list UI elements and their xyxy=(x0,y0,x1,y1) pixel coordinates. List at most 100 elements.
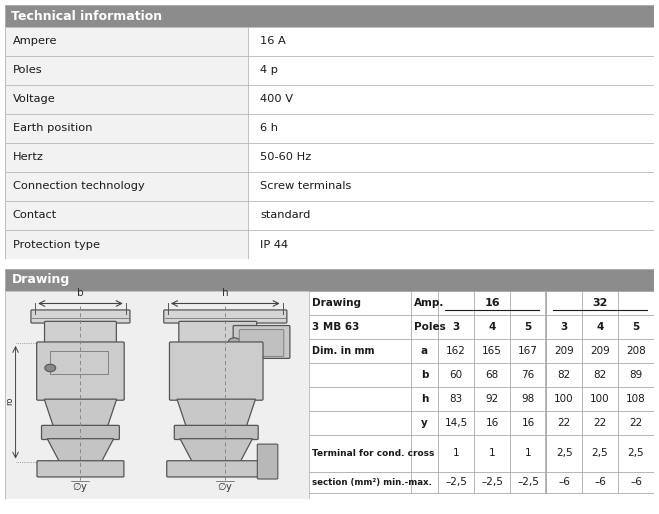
Text: –2,5: –2,5 xyxy=(481,478,503,487)
Text: 400 V: 400 V xyxy=(260,95,293,104)
Text: 82: 82 xyxy=(594,370,607,380)
Text: 162: 162 xyxy=(446,346,466,356)
Text: Terminal for cond. cross: Terminal for cond. cross xyxy=(312,449,434,458)
Text: –6: –6 xyxy=(630,478,642,487)
Text: 89: 89 xyxy=(629,370,643,380)
Polygon shape xyxy=(180,438,252,462)
Text: 50-60 Hz: 50-60 Hz xyxy=(260,153,311,162)
Bar xyxy=(5,143,248,172)
FancyBboxPatch shape xyxy=(37,461,124,477)
Text: 22: 22 xyxy=(594,417,607,428)
Text: h: h xyxy=(222,288,229,298)
Text: standard: standard xyxy=(260,211,310,221)
Text: 100: 100 xyxy=(554,394,574,403)
Text: 209: 209 xyxy=(554,346,574,356)
Text: –6: –6 xyxy=(594,478,606,487)
Text: –2,5: –2,5 xyxy=(517,478,539,487)
FancyBboxPatch shape xyxy=(163,310,287,323)
Bar xyxy=(248,172,654,201)
Text: y: y xyxy=(421,417,428,428)
FancyBboxPatch shape xyxy=(31,310,130,323)
Text: Dim. in mm: Dim. in mm xyxy=(312,346,375,356)
Text: 16 A: 16 A xyxy=(260,36,286,46)
Text: 3 MB 63: 3 MB 63 xyxy=(312,322,360,332)
Bar xyxy=(248,230,654,259)
Text: 1: 1 xyxy=(525,448,531,458)
Text: 60: 60 xyxy=(449,370,463,380)
FancyBboxPatch shape xyxy=(42,426,119,439)
Bar xyxy=(5,114,248,143)
Text: 167: 167 xyxy=(518,346,538,356)
Text: 68: 68 xyxy=(486,370,499,380)
Text: Drawing: Drawing xyxy=(312,298,361,308)
Text: 3: 3 xyxy=(560,322,567,332)
Text: Hertz: Hertz xyxy=(13,153,43,162)
Bar xyxy=(248,56,654,85)
Text: Connection technology: Connection technology xyxy=(13,181,144,192)
Text: IP 44: IP 44 xyxy=(260,240,288,249)
Bar xyxy=(5,201,248,230)
FancyBboxPatch shape xyxy=(45,321,117,344)
Text: 16: 16 xyxy=(486,417,499,428)
Text: –2,5: –2,5 xyxy=(445,478,467,487)
Text: Protection type: Protection type xyxy=(13,240,100,249)
Text: 14,5: 14,5 xyxy=(445,417,468,428)
Text: h: h xyxy=(420,394,428,403)
FancyBboxPatch shape xyxy=(257,444,278,479)
Text: 82: 82 xyxy=(558,370,571,380)
Text: 32: 32 xyxy=(592,298,608,308)
Text: –6: –6 xyxy=(558,478,570,487)
Text: Drawing: Drawing xyxy=(11,273,70,286)
Text: 5: 5 xyxy=(633,322,640,332)
FancyBboxPatch shape xyxy=(174,426,258,439)
Text: 16: 16 xyxy=(521,417,534,428)
Bar xyxy=(5,56,248,85)
Polygon shape xyxy=(44,399,117,426)
Bar xyxy=(5,27,248,56)
Text: Earth position: Earth position xyxy=(13,123,92,134)
Bar xyxy=(248,27,654,56)
Text: 4: 4 xyxy=(596,322,604,332)
Text: Voltage: Voltage xyxy=(13,95,55,104)
FancyBboxPatch shape xyxy=(169,342,263,400)
FancyBboxPatch shape xyxy=(239,329,284,356)
Text: 208: 208 xyxy=(626,346,646,356)
Text: Ampere: Ampere xyxy=(13,36,57,46)
Text: 76: 76 xyxy=(521,370,534,380)
Text: 2,5: 2,5 xyxy=(628,448,645,458)
Circle shape xyxy=(228,338,241,346)
Bar xyxy=(248,201,654,230)
Polygon shape xyxy=(177,399,256,426)
Circle shape xyxy=(45,364,56,372)
Text: Amp.: Amp. xyxy=(414,298,444,308)
Text: 83: 83 xyxy=(449,394,463,403)
Text: 22: 22 xyxy=(558,417,571,428)
FancyBboxPatch shape xyxy=(37,342,124,400)
Bar xyxy=(5,172,248,201)
Text: 2,5: 2,5 xyxy=(592,448,608,458)
Text: 16: 16 xyxy=(484,298,500,308)
Text: 2,5: 2,5 xyxy=(556,448,573,458)
Text: 4 p: 4 p xyxy=(260,65,278,76)
Bar xyxy=(248,143,654,172)
Text: 4: 4 xyxy=(488,322,496,332)
Bar xyxy=(248,85,654,114)
FancyBboxPatch shape xyxy=(167,461,266,477)
Text: Poles: Poles xyxy=(414,322,445,332)
Text: 92: 92 xyxy=(486,394,499,403)
Bar xyxy=(50,352,107,374)
Text: 1: 1 xyxy=(489,448,496,458)
Text: b: b xyxy=(420,370,428,380)
Text: 6 h: 6 h xyxy=(260,123,278,134)
Text: section (mm²) min.-max.: section (mm²) min.-max. xyxy=(312,478,432,487)
Text: 100: 100 xyxy=(590,394,610,403)
Text: a: a xyxy=(421,346,428,356)
Bar xyxy=(5,230,248,259)
Text: 108: 108 xyxy=(626,394,646,403)
Bar xyxy=(5,85,248,114)
Text: $\varnothing$y: $\varnothing$y xyxy=(217,480,233,493)
Text: Poles: Poles xyxy=(13,65,42,76)
Text: Technical information: Technical information xyxy=(11,9,163,23)
Text: 5: 5 xyxy=(525,322,532,332)
Polygon shape xyxy=(47,438,113,462)
